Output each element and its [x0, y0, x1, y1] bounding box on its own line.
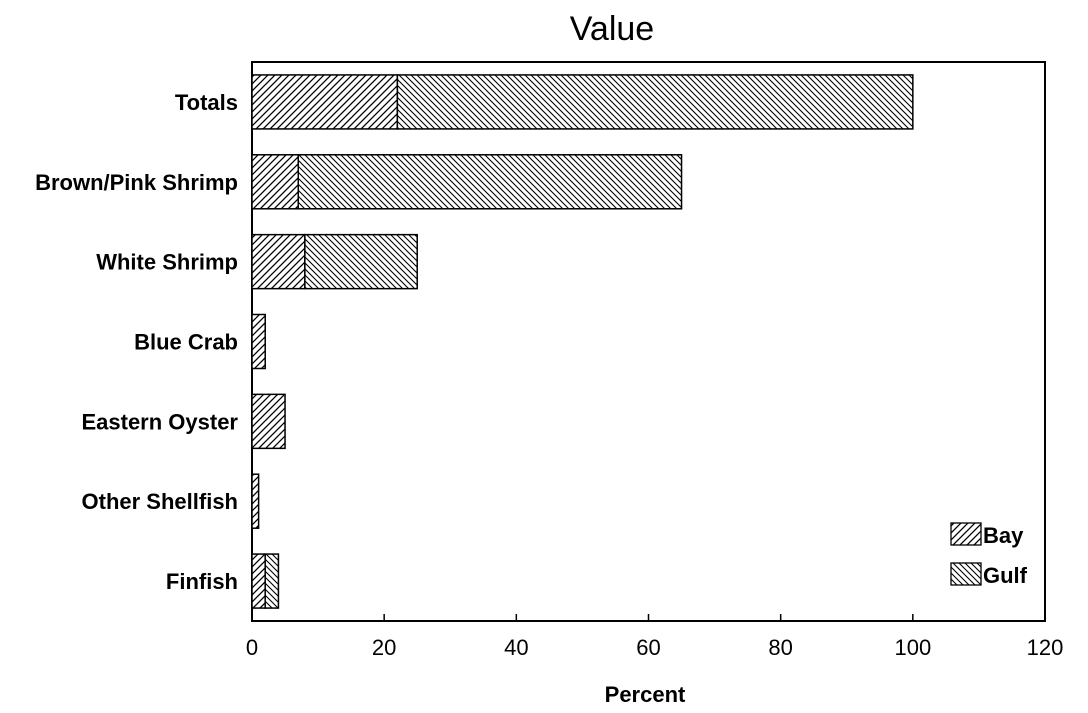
- bar-bay-4: [251, 393, 286, 450]
- bar-gulf-1: [297, 154, 683, 210]
- legend-label-bay: Bay: [983, 523, 1024, 548]
- bar-gulf-2: [304, 233, 418, 290]
- bar-bay-3: [251, 313, 266, 370]
- x-axis-ticks: 0 20 40 60 80 100 120: [246, 614, 1063, 660]
- x-tick-label: 20: [372, 635, 396, 660]
- bars: [251, 74, 914, 609]
- legend-swatch-gulf: [950, 562, 982, 586]
- x-tick-label: 0: [246, 635, 258, 660]
- x-tick-label: 80: [768, 635, 792, 660]
- bar-gulf-6: [264, 553, 280, 609]
- bar-bay-0: [251, 74, 399, 130]
- legend: Bay Gulf: [950, 522, 1028, 588]
- x-tick-label: 60: [636, 635, 660, 660]
- plot-area: [251, 61, 1046, 622]
- legend-swatch-bay: [950, 522, 982, 546]
- bar-bay-6: [251, 553, 266, 609]
- x-tick-label: 120: [1027, 635, 1064, 660]
- bar-bay-2: [251, 233, 306, 290]
- bar-gulf-0: [396, 74, 914, 130]
- category-label: Finfish: [166, 569, 238, 594]
- x-axis-label: Percent: [605, 682, 686, 707]
- x-tick-label: 100: [894, 635, 931, 660]
- category-label: Eastern Oyster: [81, 409, 238, 434]
- category-label: White Shrimp: [96, 250, 238, 275]
- category-label: Blue Crab: [134, 330, 238, 355]
- chart-title: Value: [570, 10, 654, 48]
- bar-bay-1: [251, 154, 300, 210]
- bar-bay-5: [251, 473, 260, 529]
- category-label: Other Shellfish: [82, 489, 238, 514]
- plot-frame: [251, 61, 1046, 622]
- category-label: Brown/Pink Shrimp: [35, 170, 238, 195]
- x-tick-label: 40: [504, 635, 528, 660]
- legend-label-gulf: Gulf: [983, 563, 1028, 588]
- category-label: Totals: [175, 90, 238, 115]
- category-labels: Totals Brown/Pink Shrimp White Shrimp Blue …: [35, 90, 238, 594]
